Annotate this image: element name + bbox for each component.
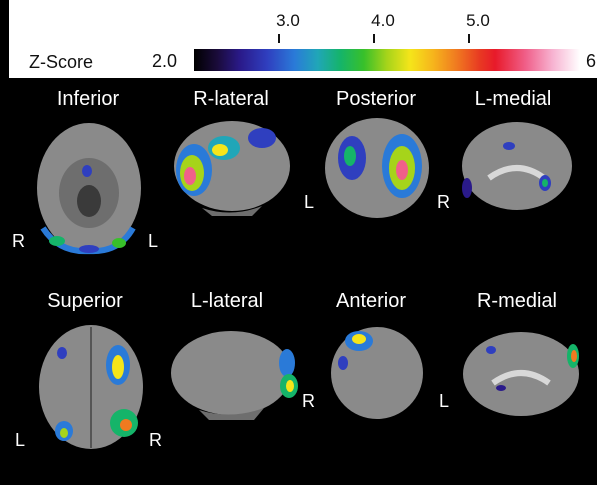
side-label-anterior-right: R <box>302 391 315 411</box>
brain-views-panel: Inferior R-lateral Posterior L-medial Su… <box>9 78 597 485</box>
view-label-r-lateral: R-lateral <box>193 88 269 110</box>
colorbar-max-label: 6 <box>586 51 597 71</box>
colorbar-tick-label: 4.0 <box>371 11 395 30</box>
brain-l-medial-view <box>462 122 572 210</box>
brain-r-lateral-view <box>174 121 290 216</box>
view-label-inferior: Inferior <box>56 88 120 110</box>
brain-r-medial-view <box>463 332 579 416</box>
side-label-posterior-left: L <box>304 192 315 212</box>
colorbar-tick-mark <box>468 34 470 43</box>
brain-l-lateral-view <box>171 331 298 420</box>
view-label-l-medial: L-medial <box>474 88 552 110</box>
colorbar-tick-mark <box>278 34 280 43</box>
brain-posterior-view <box>325 118 429 218</box>
brain-inferior-view <box>37 123 141 255</box>
side-label-anterior-left: L <box>439 391 450 411</box>
view-label-l-lateral: L-lateral <box>190 290 264 312</box>
side-label-superior-left: L <box>15 430 26 450</box>
view-label-posterior: Posterior <box>335 88 417 110</box>
colorbar-legend: 3.0 4.0 5.0 Z-Score 2.0 6 <box>9 0 597 78</box>
left-border <box>0 0 9 485</box>
colorbar-tick-mark <box>373 34 375 43</box>
view-label-anterior: Anterior <box>335 290 407 312</box>
colorbar-tick-label: 5.0 <box>466 11 490 30</box>
brain-anterior-view <box>331 327 423 419</box>
side-label-inferior-right: R <box>12 231 25 251</box>
colorbar-gradient <box>194 49 580 71</box>
colorbar-tick-label: 3.0 <box>276 11 300 30</box>
side-label-posterior-right: R <box>437 192 450 212</box>
side-label-superior-right: R <box>149 430 162 450</box>
side-label-inferior-left: L <box>148 231 159 251</box>
colorbar-title: Z-Score <box>29 52 94 72</box>
colorbar-min-label: 2.0 <box>152 51 178 71</box>
brain-superior-view <box>39 325 143 449</box>
view-label-superior: Superior <box>47 290 123 312</box>
view-label-r-medial: R-medial <box>476 290 558 312</box>
